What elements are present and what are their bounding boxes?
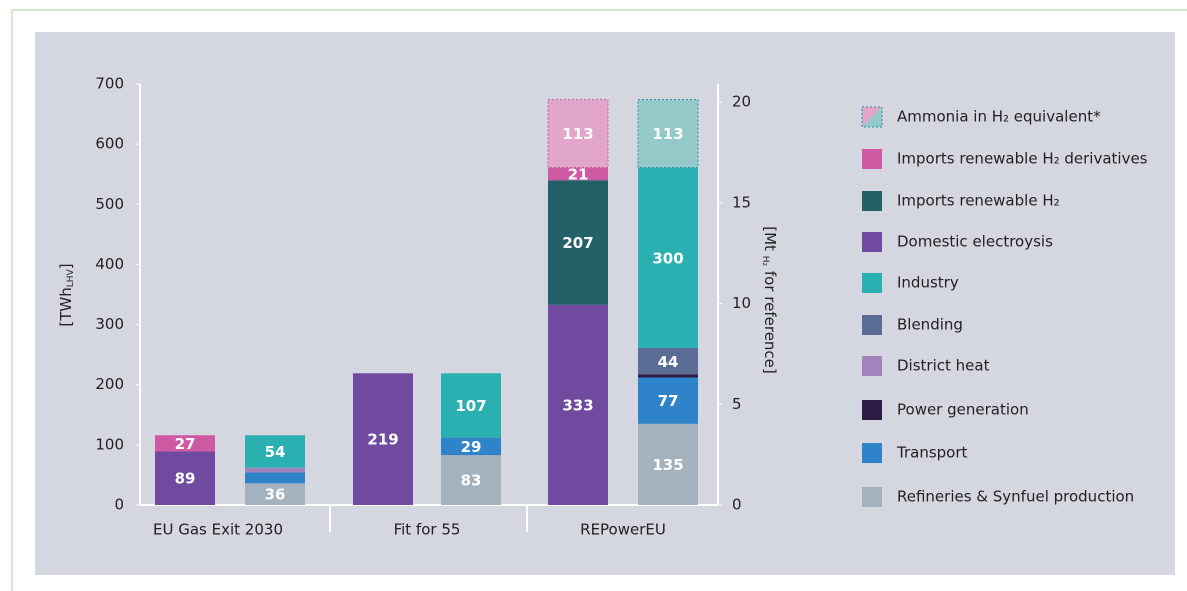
legend-swatch <box>862 443 882 463</box>
bar-segment <box>441 373 501 438</box>
y-tick-label: 300 <box>95 315 124 333</box>
legend-swatch <box>862 356 882 376</box>
x-tick-label: Fit for 55 <box>394 521 461 539</box>
bar-segment <box>245 483 305 505</box>
value-label: 77 <box>658 392 679 410</box>
legend-label: Blending <box>897 316 963 334</box>
value-label: 107 <box>455 397 486 415</box>
value-label: 27 <box>175 435 196 453</box>
y-tick-label: 500 <box>95 195 124 213</box>
value-label: 207 <box>562 234 593 252</box>
legend-label: Power generation <box>897 401 1029 419</box>
value-label: 36 <box>265 486 286 504</box>
value-label: 44 <box>658 353 679 371</box>
bar-segment <box>353 373 413 505</box>
y-axis-label: [TWhLHV] <box>57 263 76 326</box>
y-tick-label: 0 <box>114 496 124 514</box>
legend-swatch <box>861 106 883 128</box>
y-tick-label: 600 <box>95 135 124 153</box>
bar-segment <box>245 435 305 468</box>
bar-segment <box>638 423 698 505</box>
bar-segment <box>548 304 608 505</box>
bar-segment <box>637 99 699 169</box>
value-label: 333 <box>562 396 593 414</box>
value-label: 135 <box>652 456 683 474</box>
y2-tick-label: 0 <box>732 496 742 514</box>
y2-tick-label: 20 <box>732 93 751 111</box>
bar-segment <box>245 467 305 473</box>
legend-label: Refineries & Synfuel production <box>897 488 1134 506</box>
bar-segment <box>155 435 215 452</box>
bar-segment <box>548 167 608 181</box>
y-tick-label: 200 <box>95 375 124 393</box>
value-label: 21 <box>568 165 589 183</box>
legend-swatch <box>862 191 882 211</box>
legend-label: Transport <box>896 444 968 462</box>
bar-segment <box>638 167 698 349</box>
bar-segment <box>441 437 501 456</box>
y-tick-label: 700 <box>95 75 124 93</box>
x-tick-label: REPowerEU <box>580 521 666 539</box>
legend-label: Domestic electroysis <box>897 233 1053 251</box>
legend-swatch <box>862 400 882 420</box>
legend-swatch <box>862 149 882 169</box>
legend-label: District heat <box>897 357 990 375</box>
bar-segment <box>548 180 608 305</box>
legend-swatch <box>862 487 882 507</box>
value-label: 83 <box>461 472 482 490</box>
value-label: 113 <box>652 125 683 143</box>
y-tick-label: 400 <box>95 255 124 273</box>
value-label: 89 <box>175 470 196 488</box>
legend-swatch <box>862 315 882 335</box>
bar-segment <box>441 455 501 505</box>
bar-segment <box>638 374 698 378</box>
value-label: 300 <box>652 249 683 267</box>
y2-tick-label: 5 <box>732 395 742 413</box>
legend-label: Industry <box>897 274 959 292</box>
bar-segment <box>638 377 698 424</box>
bar-segment <box>155 451 215 505</box>
y2-tick-label: 15 <box>732 193 751 211</box>
y-tick-label: 100 <box>95 435 124 453</box>
legend-swatch <box>862 232 882 252</box>
value-label: 219 <box>367 431 398 449</box>
bar-segment <box>547 99 609 169</box>
value-label: 54 <box>265 443 286 461</box>
legend-swatch <box>862 273 882 293</box>
legend-label: Imports renewable H₂ derivatives <box>897 150 1148 168</box>
y2-tick-label: 10 <box>732 294 751 312</box>
x-tick-label: EU Gas Exit 2030 <box>153 521 283 539</box>
bar-segment <box>245 472 305 484</box>
bar-segment <box>638 348 698 375</box>
y2-axis-label: [Mt H₂ for reference] <box>758 226 780 374</box>
legend-label: Imports renewable H₂ <box>897 192 1060 210</box>
legend-label: Ammonia in H₂ equivalent* <box>897 108 1101 126</box>
value-label: 113 <box>562 125 593 143</box>
value-label: 29 <box>461 438 482 456</box>
